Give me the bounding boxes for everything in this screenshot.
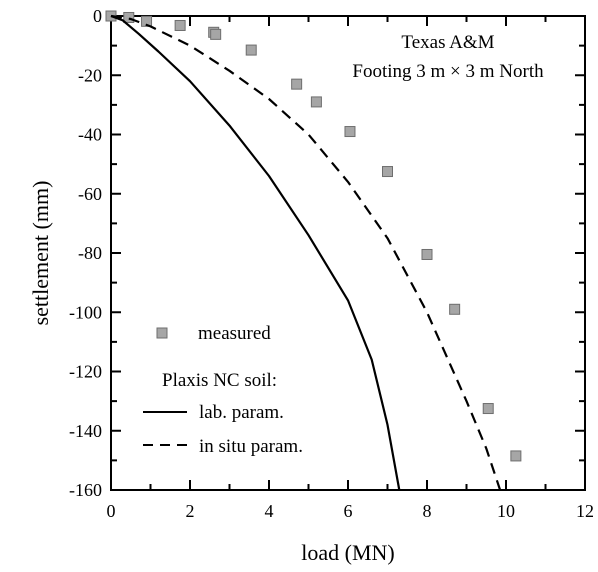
y-tick-label: -40 [78,125,102,145]
x-axis-title: load (MN) [301,540,394,565]
x-tick-label: 6 [344,501,353,521]
y-axis-title: settlement (mm) [28,181,53,326]
measured-point [174,19,186,31]
measured-point [344,126,356,138]
measured-point [449,303,461,315]
x-tick-label: 4 [265,501,274,521]
x-tick-label: 10 [497,501,515,521]
y-tick-label: -100 [69,302,102,322]
y-tick-label: -80 [78,243,102,263]
legend: measured Plaxis NC soil: lab. param. in … [143,323,303,457]
measured-point [482,403,494,415]
measured-point [210,28,222,40]
series-line-lab-param [110,14,401,491]
y-tick-label: -60 [78,184,102,204]
annotation-site: Texas A&M [401,32,494,53]
annotation-footing: Footing 3 m × 3 m North [352,61,544,82]
measured-point [310,96,322,108]
measured-point [382,166,393,178]
legend-heading-plaxis: Plaxis NC soil: [162,370,277,391]
legend-marker-measured [156,327,168,339]
legend-label-measured: measured [198,323,271,344]
series-line-in-situ-param [110,14,502,491]
measured-point [245,44,257,56]
series-layer [105,10,522,491]
y-tick-label: -140 [69,421,102,441]
tick-marks [110,15,586,491]
x-tick-label: 2 [186,501,195,521]
plot-frame [110,15,586,491]
measured-point [123,11,135,23]
tick-labels: 0 2 4 6 8 10 12 0 -20 -40 -60 -80 -100 -120 -140 -160 [69,6,594,521]
x-tick-label: 12 [576,501,594,521]
y-tick-label: -160 [69,480,102,500]
y-tick-label: -120 [69,362,102,382]
legend-label-insitu: in situ param. [199,436,303,457]
x-tick-label: 0 [107,501,116,521]
measured-point [421,248,433,260]
measured-point [291,78,303,90]
y-tick-label: 0 [93,6,102,26]
y-tick-label: -20 [78,65,102,85]
legend-label-lab: lab. param. [199,402,284,423]
measured-point [510,450,522,462]
x-tick-label: 8 [423,501,432,521]
measured-point [141,15,153,27]
